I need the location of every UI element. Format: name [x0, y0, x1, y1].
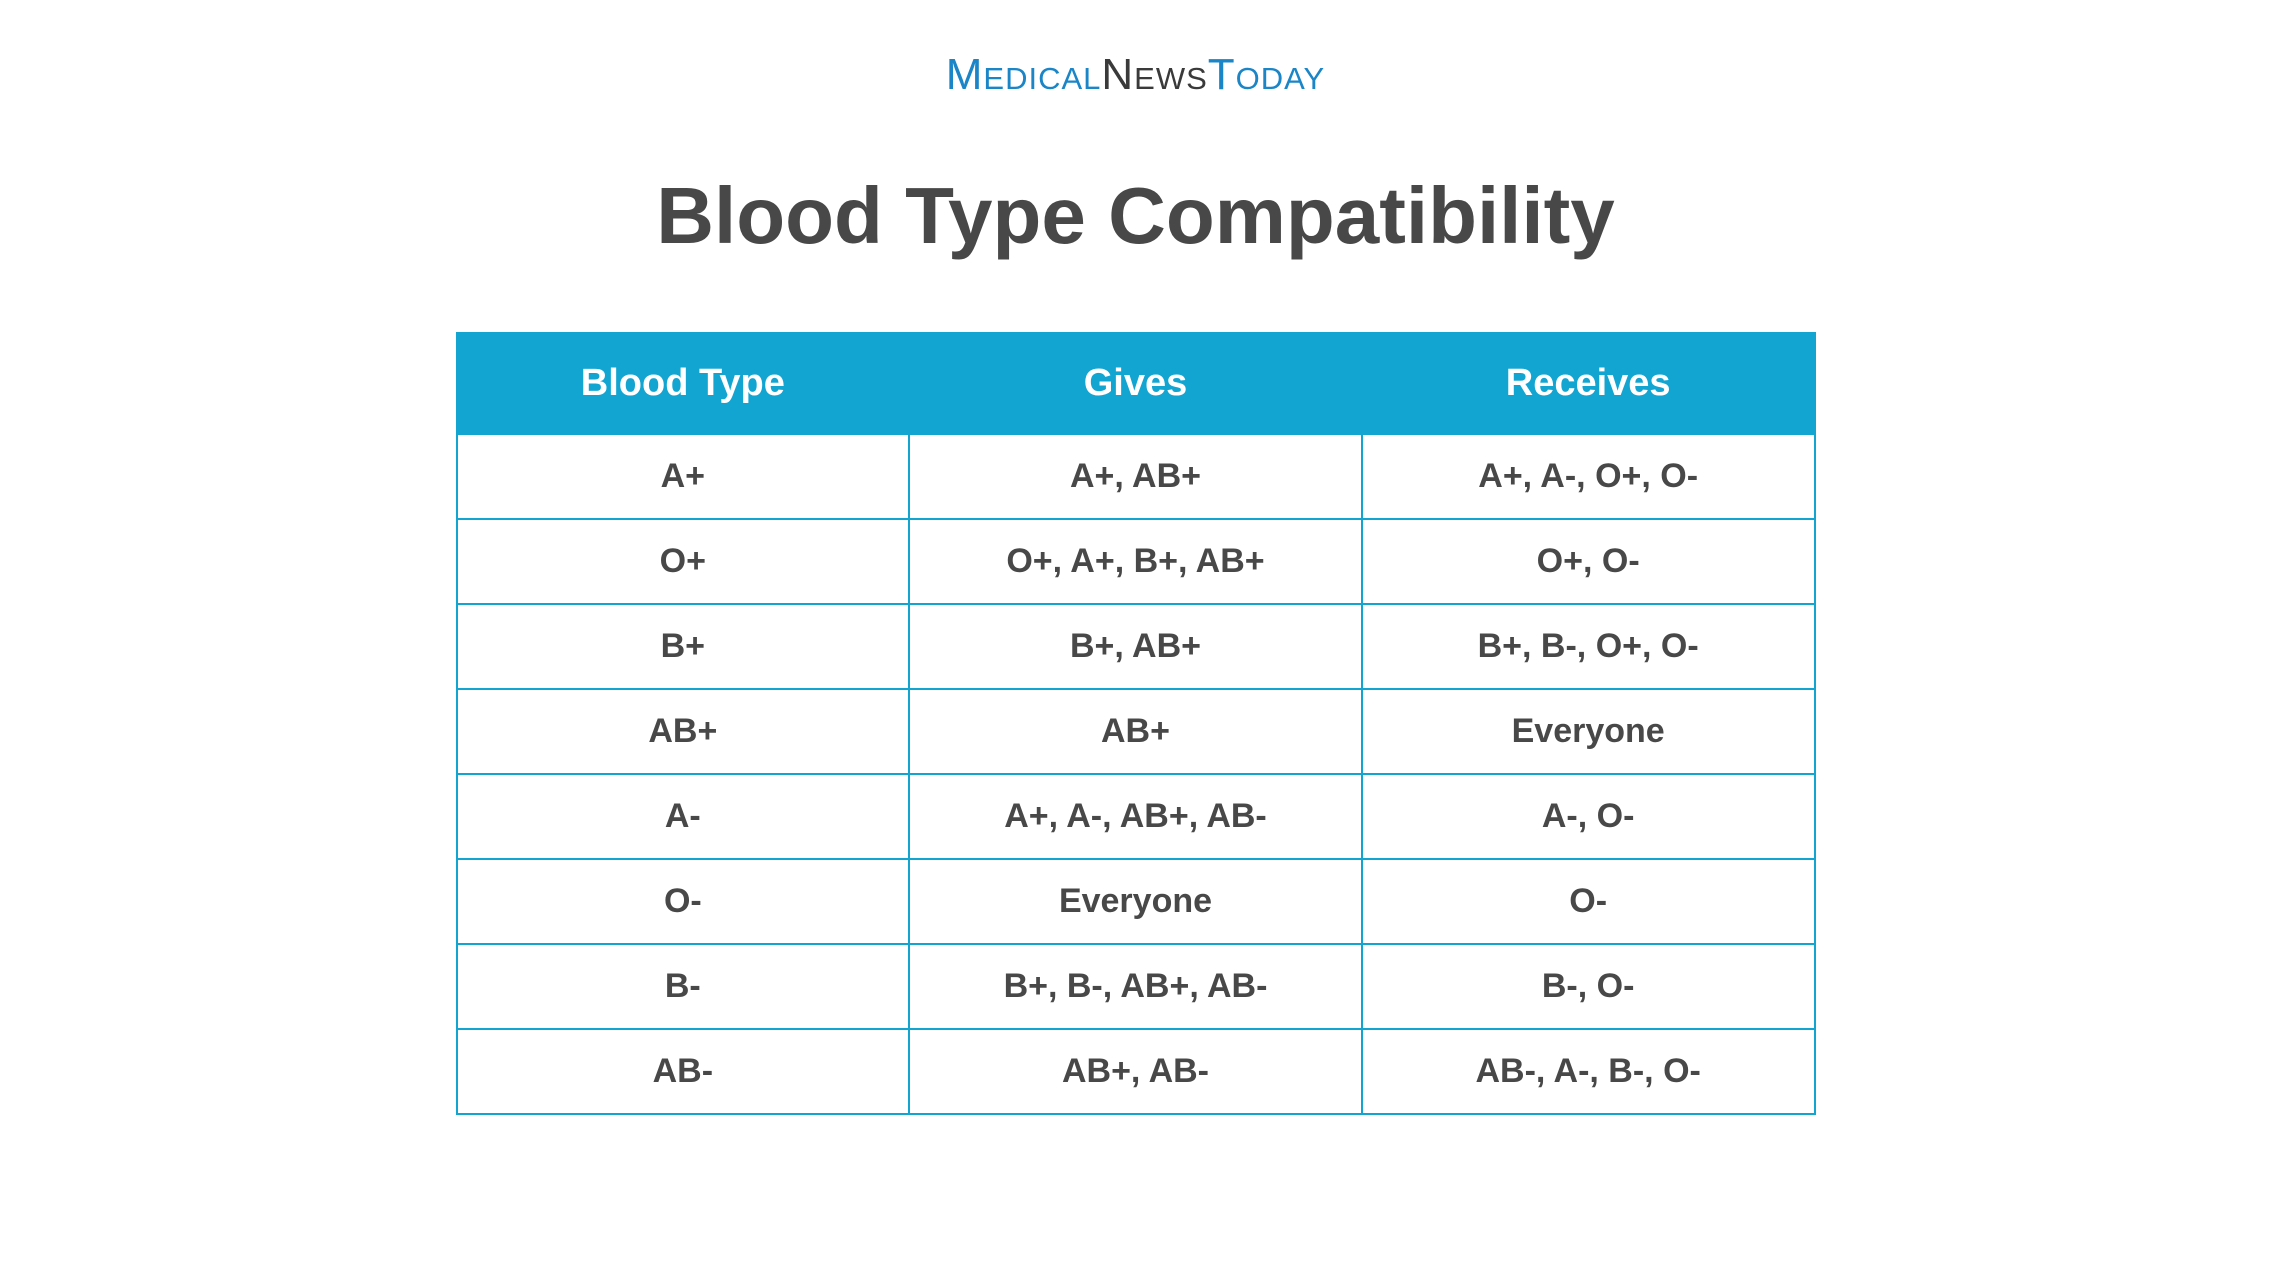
table-row: O- Everyone O- [457, 859, 1815, 944]
cell-receives: A+, A-, O+, O- [1362, 434, 1815, 519]
table-row: A+ A+, AB+ A+, A-, O+, O- [457, 434, 1815, 519]
compatibility-table-container: Blood Type Gives Receives A+ A+, AB+ A+,… [456, 332, 1816, 1115]
cell-gives: B+, AB+ [909, 604, 1362, 689]
logo-part-medical: Medical [946, 50, 1102, 99]
cell-gives: A+, AB+ [909, 434, 1362, 519]
cell-receives: B+, B-, O+, O- [1362, 604, 1815, 689]
cell-bloodtype: AB+ [457, 689, 910, 774]
cell-gives: B+, B-, AB+, AB- [909, 944, 1362, 1029]
table-row: A- A+, A-, AB+, AB- A-, O- [457, 774, 1815, 859]
cell-bloodtype: O- [457, 859, 910, 944]
table-header-row: Blood Type Gives Receives [457, 333, 1815, 434]
cell-bloodtype: A+ [457, 434, 910, 519]
col-header-bloodtype: Blood Type [457, 333, 910, 434]
cell-bloodtype: AB- [457, 1029, 910, 1114]
cell-receives: AB-, A-, B-, O- [1362, 1029, 1815, 1114]
cell-receives: Everyone [1362, 689, 1815, 774]
cell-receives: O- [1362, 859, 1815, 944]
cell-bloodtype: B+ [457, 604, 910, 689]
cell-bloodtype: O+ [457, 519, 910, 604]
table-row: AB+ AB+ Everyone [457, 689, 1815, 774]
cell-gives: AB+, AB- [909, 1029, 1362, 1114]
page-title: Blood Type Compatibility [656, 170, 1615, 262]
table-row: B+ B+, AB+ B+, B-, O+, O- [457, 604, 1815, 689]
cell-bloodtype: A- [457, 774, 910, 859]
cell-receives: O+, O- [1362, 519, 1815, 604]
cell-gives: AB+ [909, 689, 1362, 774]
cell-bloodtype: B- [457, 944, 910, 1029]
cell-receives: A-, O- [1362, 774, 1815, 859]
brand-logo: MedicalNewsToday [946, 50, 1325, 100]
table-row: B- B+, B-, AB+, AB- B-, O- [457, 944, 1815, 1029]
cell-gives: Everyone [909, 859, 1362, 944]
cell-gives: A+, A-, AB+, AB- [909, 774, 1362, 859]
table-row: AB- AB+, AB- AB-, A-, B-, O- [457, 1029, 1815, 1114]
col-header-gives: Gives [909, 333, 1362, 434]
cell-receives: B-, O- [1362, 944, 1815, 1029]
col-header-receives: Receives [1362, 333, 1815, 434]
table-body: A+ A+, AB+ A+, A-, O+, O- O+ O+, A+, B+,… [457, 434, 1815, 1114]
logo-part-news: News [1101, 50, 1207, 99]
table-row: O+ O+, A+, B+, AB+ O+, O- [457, 519, 1815, 604]
compatibility-table: Blood Type Gives Receives A+ A+, AB+ A+,… [456, 332, 1816, 1115]
cell-gives: O+, A+, B+, AB+ [909, 519, 1362, 604]
logo-part-today: Today [1208, 50, 1325, 99]
